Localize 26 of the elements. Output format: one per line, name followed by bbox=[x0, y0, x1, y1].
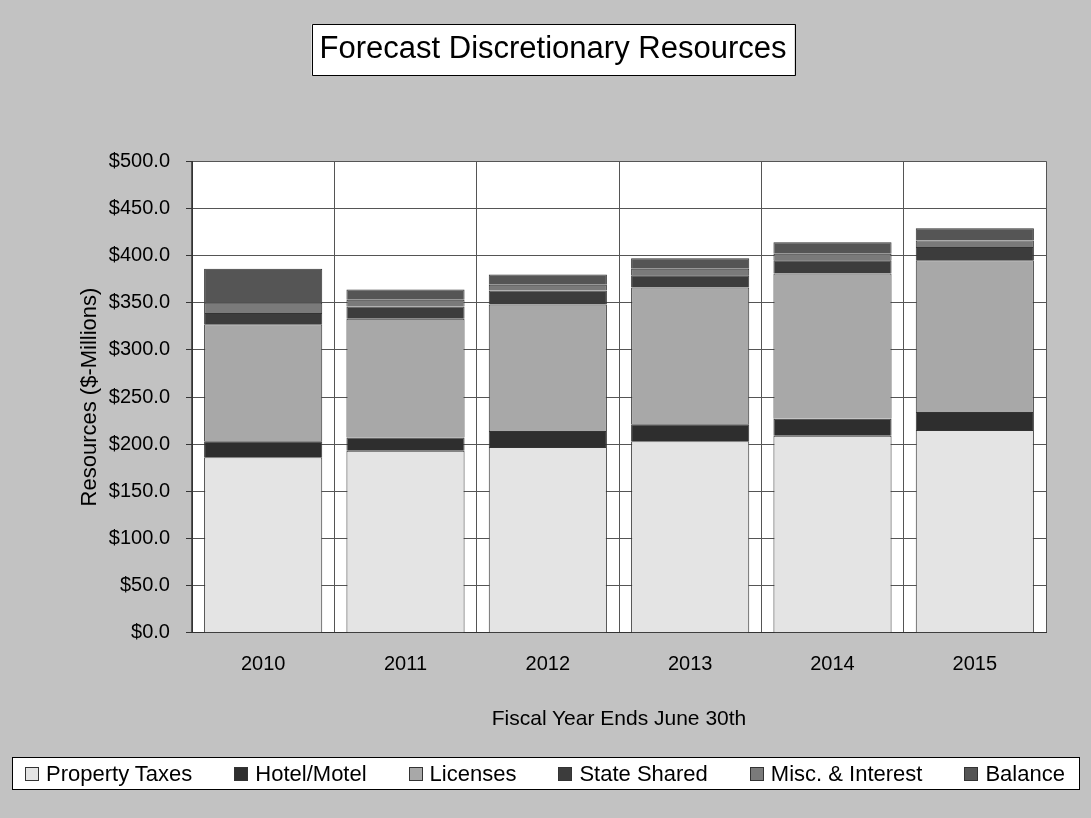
y-tick-label: $100.0 bbox=[108, 526, 170, 548]
legend-label: Licenses bbox=[429, 760, 517, 787]
chart-title: Forecast Discretionary Resources bbox=[319, 30, 787, 66]
y-tick-label: $250.0 bbox=[108, 384, 170, 407]
x-tick-label: 2012 bbox=[525, 652, 571, 675]
x-tick-label: 2011 bbox=[383, 652, 428, 675]
y-tick-label: $50.0 bbox=[119, 573, 170, 596]
legend-label: Hotel/Motel bbox=[255, 760, 367, 787]
y-tick-label: $400.0 bbox=[108, 243, 170, 266]
x-axis-title: Fiscal Year Ends June 30th bbox=[491, 706, 747, 730]
legend-label: State Shared bbox=[579, 760, 708, 787]
y-tick-label: $450.0 bbox=[108, 195, 170, 218]
y-tick-label: $0.0 bbox=[131, 620, 170, 643]
x-tick-label: 2014 bbox=[810, 652, 855, 675]
x-tick-label: 2010 bbox=[240, 652, 286, 675]
legend-label: Balance bbox=[985, 760, 1065, 787]
y-tick-label: $300.0 bbox=[108, 337, 170, 360]
y-tick-label: $500.0 bbox=[108, 148, 170, 171]
legend-label: Property Taxes bbox=[46, 760, 193, 787]
y-tick-label: $150.0 bbox=[108, 478, 170, 501]
x-tick-label: 2015 bbox=[952, 652, 998, 675]
x-tick-label: 2013 bbox=[667, 652, 713, 675]
y-tick-label: $200.0 bbox=[108, 431, 170, 454]
y-axis-title: Resources ($-Millions) bbox=[76, 287, 102, 507]
y-tick-label: $350.0 bbox=[108, 290, 170, 313]
legend-label: Misc. & Interest bbox=[770, 760, 923, 787]
